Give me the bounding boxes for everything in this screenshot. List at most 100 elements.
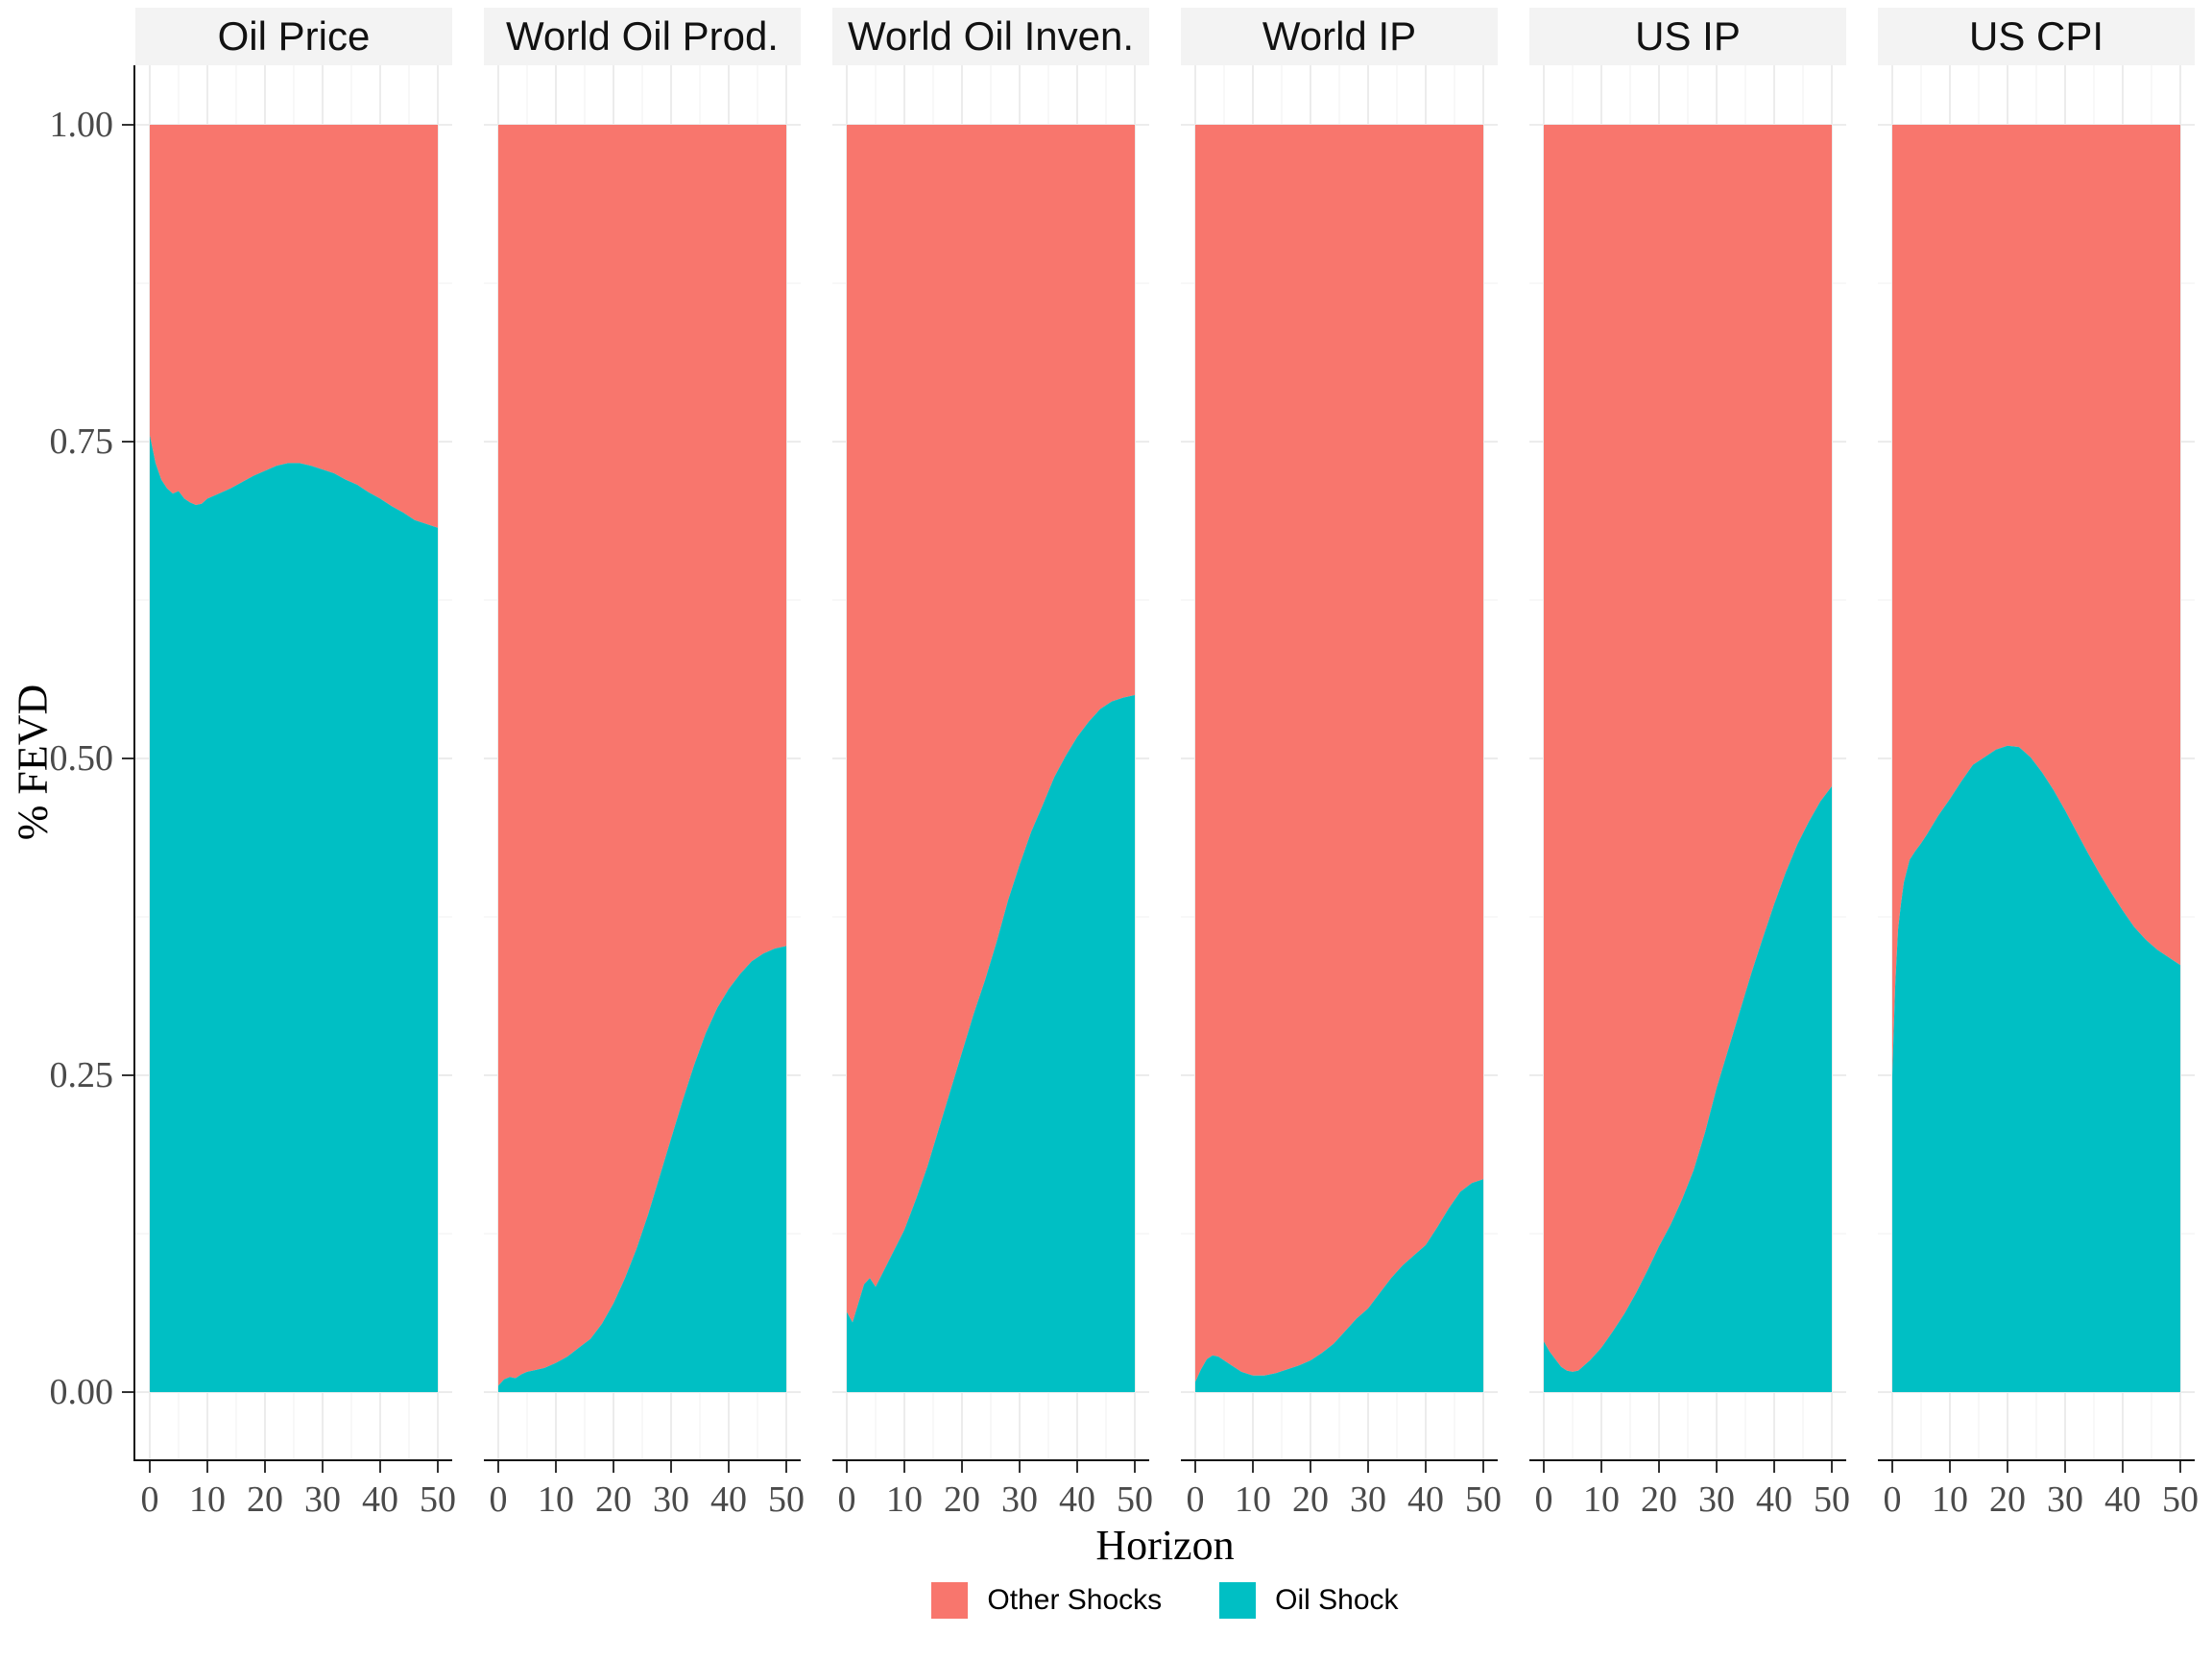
x-tick-mark [1773,1461,1775,1473]
facet-title: World Oil Inven. [848,13,1134,59]
x-tick-label: 30 [2047,1479,2083,1520]
x-tick-label: 0 [837,1479,856,1520]
x-tick-label: 30 [1350,1479,1386,1520]
x-tick-mark [2122,1461,2124,1473]
x-tick-mark [1252,1461,1254,1473]
x-tick-label: 40 [362,1479,398,1520]
facet-strip-world-oil-inven: World Oil Inven. [832,8,1149,65]
x-tick-mark [1019,1461,1021,1473]
x-tick-mark [903,1461,905,1473]
y-tick-label: 1.00 [49,105,114,145]
facet-strip-oil-price: Oil Price [135,8,452,65]
x-tick-mark [379,1461,381,1473]
x-tick-label: 50 [1814,1479,1850,1520]
x-axis-title: Horizon [1095,1522,1235,1569]
facet-plot-us-cpi [1878,65,2195,1459]
x-tick-mark [670,1461,672,1473]
x-tick-label: 30 [653,1479,689,1520]
x-tick-label: 0 [1534,1479,1553,1520]
x-tick-mark [1310,1461,1311,1473]
x-tick-mark [1831,1461,1833,1473]
x-tick-label: 0 [489,1479,508,1520]
x-tick-label: 50 [1117,1479,1153,1520]
x-tick-mark [497,1461,499,1473]
x-axis-title-wrap: Horizon [135,1521,2195,1570]
facet-plot-oil-price [135,65,452,1459]
x-tick-label: 20 [944,1479,980,1520]
x-tick-mark [555,1461,557,1473]
x-tick-label: 10 [886,1479,923,1520]
x-tick-mark [1194,1461,1196,1473]
legend-label: Oil Shock [1275,1584,1399,1616]
facet-title: US IP [1635,13,1741,59]
x-axis-line [832,1459,1149,1461]
x-tick-label: 40 [1407,1479,1444,1520]
x-tick-label: 50 [1465,1479,1502,1520]
area-other-shocks [1892,125,2180,1075]
facet-plot-us-ip [1529,65,1846,1459]
y-tick-mark [122,1391,133,1393]
facet-strip-world-ip: World IP [1181,8,1498,65]
y-tick-label: 0.50 [49,738,114,779]
facet-plot-world-oil-prod [484,65,801,1459]
y-tick-mark [122,757,133,759]
x-tick-label: 50 [2162,1479,2199,1520]
x-tick-label: 10 [189,1479,226,1520]
x-tick-label: 30 [304,1479,341,1520]
x-tick-mark [1716,1461,1718,1473]
area-other-shocks [150,125,438,528]
area-oil-shock [847,695,1135,1392]
x-tick-mark [1949,1461,1951,1473]
x-tick-mark [2007,1461,2008,1473]
x-tick-label: 30 [1698,1479,1735,1520]
x-tick-label: 0 [1883,1479,1902,1520]
x-tick-label: 20 [1292,1479,1329,1520]
x-tick-mark [2179,1461,2181,1473]
x-tick-mark [437,1461,439,1473]
x-tick-mark [206,1461,208,1473]
facet-strip-world-oil-prod: World Oil Prod. [484,8,801,65]
x-axis-line [135,1459,452,1461]
area-oil-shock [150,435,438,1392]
area-other-shocks [1195,125,1483,1382]
x-tick-mark [961,1461,963,1473]
x-tick-mark [264,1461,266,1473]
x-axis-line [1878,1459,2195,1461]
x-tick-label: 40 [1059,1479,1095,1520]
x-tick-mark [1425,1461,1427,1473]
x-tick-mark [728,1461,730,1473]
legend: Other Shocks Oil Shock [135,1582,2195,1619]
x-tick-label: 50 [768,1479,805,1520]
x-tick-label: 0 [1186,1479,1205,1520]
x-tick-mark [2064,1461,2066,1473]
x-tick-mark [1891,1461,1893,1473]
x-tick-label: 20 [1641,1479,1677,1520]
y-tick-mark [122,441,133,443]
x-axis-line [1181,1459,1498,1461]
x-tick-label: 20 [1989,1479,2026,1520]
x-tick-mark [322,1461,324,1473]
area-other-shocks [498,125,786,1386]
x-tick-mark [1600,1461,1602,1473]
x-tick-mark [1076,1461,1078,1473]
facet-title: World IP [1262,13,1417,59]
legend-label: Other Shocks [987,1584,1163,1616]
x-tick-mark [1134,1461,1136,1473]
x-tick-label: 0 [140,1479,159,1520]
facet-strip-us-ip: US IP [1529,8,1846,65]
x-tick-label: 10 [1583,1479,1620,1520]
facet-plot-world-ip [1181,65,1498,1459]
x-tick-mark [1482,1461,1484,1473]
area-other-shocks [847,125,1135,1323]
x-tick-label: 50 [420,1479,456,1520]
x-tick-mark [846,1461,848,1473]
legend-swatch-icon [931,1582,969,1619]
x-tick-label: 20 [247,1479,283,1520]
x-axis-line [1529,1459,1846,1461]
y-tick-mark [122,124,133,126]
x-tick-mark [613,1461,614,1473]
legend-swatch-icon [1219,1582,1257,1619]
x-tick-label: 40 [1756,1479,1792,1520]
facet-title: Oil Price [217,13,371,59]
y-tick-label: 0.25 [49,1055,114,1095]
